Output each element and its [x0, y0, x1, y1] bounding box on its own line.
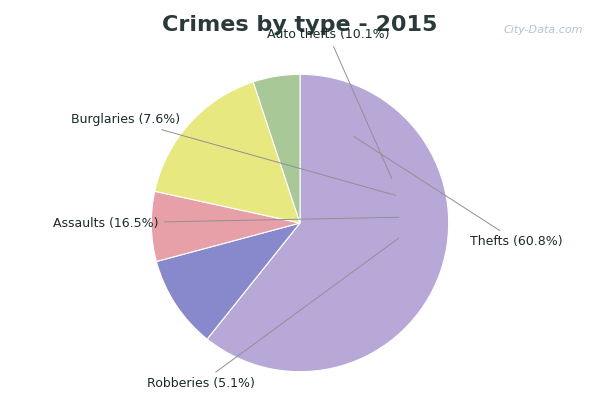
Text: Burglaries (7.6%): Burglaries (7.6%) [71, 113, 395, 195]
Text: Thefts (60.8%): Thefts (60.8%) [354, 136, 563, 248]
Wedge shape [157, 223, 300, 339]
Text: Robberies (5.1%): Robberies (5.1%) [147, 238, 399, 390]
Text: Auto thefts (10.1%): Auto thefts (10.1%) [267, 28, 392, 179]
Text: Crimes by type - 2015: Crimes by type - 2015 [163, 15, 437, 35]
Text: Assaults (16.5%): Assaults (16.5%) [53, 216, 399, 230]
Text: City-Data.com: City-Data.com [503, 25, 583, 35]
Wedge shape [207, 74, 449, 372]
Wedge shape [151, 191, 300, 262]
Wedge shape [155, 82, 300, 223]
Wedge shape [253, 74, 300, 223]
